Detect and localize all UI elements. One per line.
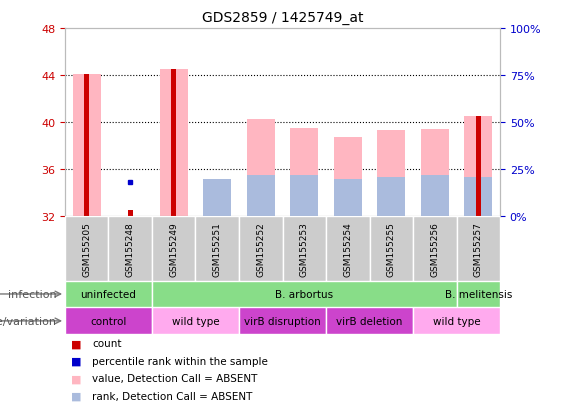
Bar xyxy=(290,129,319,217)
Text: infection: infection xyxy=(8,289,56,299)
Text: wild type: wild type xyxy=(433,316,480,326)
Bar xyxy=(333,179,362,217)
Bar xyxy=(457,281,500,308)
Text: GSM155256: GSM155256 xyxy=(431,222,439,277)
Text: virB disruption: virB disruption xyxy=(244,316,321,326)
Text: uninfected: uninfected xyxy=(81,289,136,299)
Bar xyxy=(84,75,89,217)
Bar xyxy=(203,188,232,217)
Text: GSM155253: GSM155253 xyxy=(300,222,308,277)
Bar xyxy=(152,281,457,308)
Text: GSM155251: GSM155251 xyxy=(213,222,221,277)
Bar xyxy=(246,176,275,217)
Bar xyxy=(72,75,101,217)
Bar xyxy=(246,119,275,217)
Text: GSM155252: GSM155252 xyxy=(257,222,265,277)
Bar xyxy=(65,308,152,335)
Bar xyxy=(326,308,413,335)
Bar xyxy=(476,117,481,217)
Bar xyxy=(420,176,449,217)
Text: GSM155249: GSM155249 xyxy=(170,222,178,277)
Bar xyxy=(333,138,362,217)
Bar xyxy=(128,211,133,217)
Text: B. melitensis: B. melitensis xyxy=(445,289,512,299)
Bar xyxy=(159,70,188,217)
Text: GDS2859 / 1425749_at: GDS2859 / 1425749_at xyxy=(202,11,363,25)
Bar xyxy=(65,281,152,308)
Text: GSM155248: GSM155248 xyxy=(126,222,134,277)
Text: GSM155254: GSM155254 xyxy=(344,222,352,277)
Bar xyxy=(377,177,406,217)
Text: ■: ■ xyxy=(71,373,81,383)
Text: ■: ■ xyxy=(71,356,81,366)
Bar xyxy=(377,131,406,217)
Bar xyxy=(420,130,449,217)
Bar xyxy=(152,308,239,335)
Text: GSM155255: GSM155255 xyxy=(387,222,396,277)
Text: rank, Detection Call = ABSENT: rank, Detection Call = ABSENT xyxy=(92,391,253,401)
Text: virB deletion: virB deletion xyxy=(336,316,403,326)
Text: GSM155257: GSM155257 xyxy=(474,222,483,277)
Text: wild type: wild type xyxy=(172,316,219,326)
Bar xyxy=(108,217,152,281)
Bar xyxy=(464,117,493,217)
Bar xyxy=(370,217,413,281)
Bar xyxy=(290,176,319,217)
Bar xyxy=(152,217,195,281)
Bar xyxy=(464,177,493,217)
Text: count: count xyxy=(92,339,121,349)
Bar xyxy=(239,308,326,335)
Text: B. arbortus: B. arbortus xyxy=(275,289,333,299)
Bar xyxy=(413,308,500,335)
Text: ■: ■ xyxy=(71,391,81,401)
Bar xyxy=(457,217,500,281)
Text: genotype/variation: genotype/variation xyxy=(0,316,56,326)
Text: percentile rank within the sample: percentile rank within the sample xyxy=(92,356,268,366)
Text: control: control xyxy=(90,316,127,326)
Bar xyxy=(413,217,457,281)
Bar xyxy=(282,217,326,281)
Bar xyxy=(195,217,239,281)
Bar xyxy=(171,70,176,217)
Text: ■: ■ xyxy=(71,339,81,349)
Text: value, Detection Call = ABSENT: value, Detection Call = ABSENT xyxy=(92,373,258,383)
Bar xyxy=(65,217,108,281)
Text: GSM155205: GSM155205 xyxy=(82,222,91,277)
Bar xyxy=(203,179,232,217)
Bar xyxy=(239,217,282,281)
Bar xyxy=(326,217,370,281)
